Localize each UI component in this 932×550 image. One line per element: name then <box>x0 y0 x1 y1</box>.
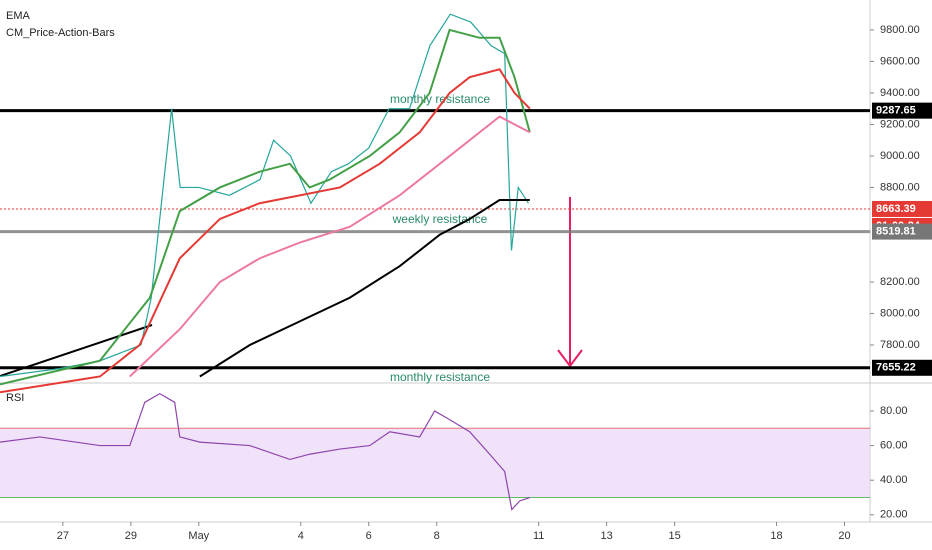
y-tick-label: 40.00 <box>880 474 908 486</box>
price-label-bg <box>872 200 932 217</box>
indicator-label: CM_Price-Action-Bars <box>6 27 115 39</box>
rsi-title: RSI <box>6 392 24 404</box>
x-tick-label: 15 <box>668 530 680 542</box>
price-label-bg <box>872 223 932 240</box>
price-label: 7655.22 <box>876 362 916 374</box>
y-tick-label: 9800.00 <box>880 24 920 36</box>
y-tick-label: 8800.00 <box>880 181 920 193</box>
x-tick-label: 20 <box>838 530 850 542</box>
annotation: weekly resistance <box>392 212 488 226</box>
x-tick-label: 8 <box>434 530 440 542</box>
y-tick-label: 9200.00 <box>880 118 920 130</box>
x-tick-label: 29 <box>125 530 137 542</box>
y-tick-label: 60.00 <box>880 439 908 451</box>
x-tick-label: 18 <box>770 530 782 542</box>
rsi-band <box>0 428 870 498</box>
price-label: 8663.39 <box>876 203 916 215</box>
price-label-bg <box>872 359 932 376</box>
y-tick-label: 8200.00 <box>880 276 920 288</box>
price-label-bg <box>872 102 932 119</box>
x-tick-label: May <box>188 530 209 542</box>
price-label: 9287.65 <box>876 105 916 117</box>
series-line <box>0 28 531 386</box>
y-tick-label: 20.00 <box>880 509 908 521</box>
y-tick-label: 7800.00 <box>880 339 920 351</box>
series-line <box>129 115 531 378</box>
x-tick-label: 13 <box>600 530 612 542</box>
series-line <box>0 68 531 394</box>
annotation: monthly resistance <box>390 92 490 106</box>
x-tick-label: 27 <box>57 530 69 542</box>
y-tick-label: 9400.00 <box>880 87 920 99</box>
price-label: 8519.81 <box>876 225 916 237</box>
x-tick-label: 11 <box>533 530 544 542</box>
arrow-head <box>557 349 583 368</box>
indicator-label: EMA <box>6 10 31 22</box>
y-tick-label: 80.00 <box>880 405 908 417</box>
annotation: monthly resistance <box>390 370 490 384</box>
series-line <box>0 392 531 511</box>
y-tick-label: 9600.00 <box>880 55 920 67</box>
y-tick-label: 8000.00 <box>880 307 920 319</box>
x-tick-label: 6 <box>366 530 372 542</box>
series-line <box>199 199 530 378</box>
y-tick-label: 9000.00 <box>880 150 920 162</box>
x-tick-label: 4 <box>298 530 304 542</box>
